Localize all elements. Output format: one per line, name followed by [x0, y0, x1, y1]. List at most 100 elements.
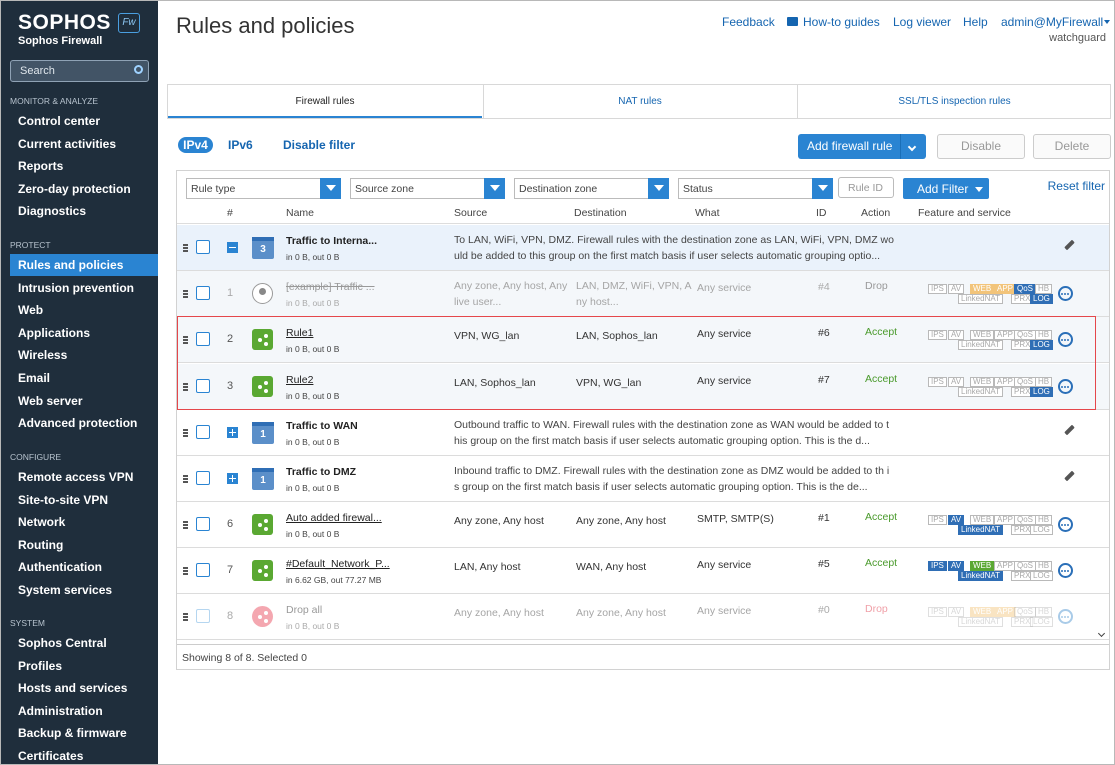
more-button[interactable]	[1058, 517, 1073, 532]
nav-item[interactable]: Web	[18, 303, 44, 318]
selection-highlight	[177, 316, 1096, 410]
row-checkbox[interactable]	[196, 286, 210, 300]
nav-item[interactable]: Certificates	[18, 749, 84, 763]
feature-badge: HB	[1035, 284, 1053, 294]
row-checkbox[interactable]	[196, 563, 210, 577]
rule-row[interactable]: 7 #Default_Network_P... in 6.62 GB, out 77…	[177, 548, 1109, 594]
header-rule	[177, 223, 1109, 224]
share-dot	[258, 523, 262, 527]
feature-badge: WEB	[970, 515, 995, 525]
row-checkbox[interactable]	[196, 609, 210, 623]
more-button[interactable]	[1058, 286, 1073, 301]
row-checkbox[interactable]	[196, 425, 210, 439]
filter-dropdown[interactable]: Status	[678, 178, 833, 199]
row-checkbox[interactable]	[196, 471, 210, 485]
group-toggle[interactable]	[227, 427, 238, 438]
nav-item[interactable]: Profiles	[18, 658, 63, 673]
disable-filter-link[interactable]: Disable filter	[283, 138, 356, 152]
more-button[interactable]	[1058, 609, 1073, 624]
row-checkbox[interactable]	[196, 517, 210, 531]
header-link[interactable]: admin@MyFirewall	[1001, 15, 1104, 29]
delete-button[interactable]: Delete	[1033, 134, 1111, 159]
nav-item[interactable]: Site-to-site VPN	[18, 492, 109, 507]
more-dot	[1067, 616, 1069, 618]
rule-group-row[interactable]: 1 Traffic to WAN in 0 B, out 0 B Outbound t…	[177, 410, 1109, 456]
nav-item[interactable]: Web server	[18, 393, 83, 408]
row-checkbox[interactable]	[196, 379, 210, 393]
nav-item[interactable]: System services	[18, 583, 113, 597]
rule-row[interactable]: 3 Rule2 in 0 B, out 0 B LAN, Sophos_lan VPN,…	[177, 364, 1109, 410]
rule-name[interactable]: #Default_Network_P...	[286, 558, 390, 570]
reset-filter-link[interactable]: Reset filter	[1047, 179, 1105, 193]
rule-row[interactable]: 6 Auto added firewal... in 0 B, out 0 B Any…	[177, 502, 1109, 548]
rule-name[interactable]: [example] Traffic ...	[286, 281, 375, 293]
nav-item[interactable]: Authentication	[18, 560, 102, 575]
ip-toggle[interactable]: IPv6	[228, 138, 253, 152]
nav-item[interactable]: Administration	[18, 703, 103, 718]
row-checkbox[interactable]	[196, 332, 210, 346]
rule-group-row[interactable]: 1 Traffic to DMZ in 0 B, out 0 B Inbound tr…	[177, 456, 1109, 502]
add-filter-button[interactable]: Add Filter	[903, 178, 989, 199]
search-box[interactable]: Search	[10, 60, 149, 82]
nav-item[interactable]: Applications	[18, 325, 91, 340]
edit-icon[interactable]	[1064, 424, 1075, 436]
column-header: Feature and service	[918, 207, 1011, 219]
nav-item[interactable]: Wireless	[18, 348, 68, 363]
group-toggle[interactable]	[227, 473, 238, 484]
edit-icon[interactable]	[1064, 239, 1075, 251]
more-button[interactable]	[1058, 563, 1073, 578]
header-link[interactable]: Feedback	[722, 15, 775, 29]
rule-name[interactable]: Auto added firewal...	[286, 512, 382, 524]
share-dot	[258, 615, 262, 619]
add-rule-button[interactable]: Add firewall rule	[798, 134, 926, 159]
rule-name[interactable]: Rule1	[286, 327, 314, 339]
nav-item[interactable]: Current activities	[18, 136, 117, 151]
nav-item[interactable]: Hosts and services	[18, 681, 128, 696]
rule-row[interactable]: 8 Drop all in 0 B, out 0 B Any zone, Any ho…	[177, 594, 1109, 640]
nav-item[interactable]: Rules and policies	[10, 254, 158, 276]
disable-button[interactable]: Disable	[937, 134, 1025, 159]
rule-what: Any service	[697, 605, 752, 617]
group-icon-top	[252, 468, 274, 472]
rule-name[interactable]: Drop all	[286, 604, 323, 616]
nav-item[interactable]: Intrusion prevention	[18, 280, 135, 295]
nav-item[interactable]: Diagnostics	[18, 204, 87, 219]
filter-dropdown[interactable]: Source zone	[350, 178, 505, 199]
tab[interactable]: NAT rules	[482, 85, 797, 118]
edit-icon[interactable]	[1064, 470, 1075, 482]
tab[interactable]: Firewall rules	[168, 85, 482, 118]
rule-destination: WAN, Any host	[576, 561, 647, 573]
rule-name[interactable]: Rule2	[286, 374, 314, 386]
tab[interactable]: SSL/TLS inspection rules	[797, 85, 1111, 118]
rule-row[interactable]: 2 Rule1 in 0 B, out 0 B VPN, WG_lan LAN, Sop…	[177, 317, 1109, 363]
footer-rule	[177, 644, 1109, 645]
group-toggle[interactable]	[227, 242, 238, 253]
ip-toggle[interactable]: IPv4	[178, 137, 213, 153]
filter-dropdown[interactable]: Destination zone	[514, 178, 669, 199]
header-link[interactable]: Log viewer	[893, 15, 952, 29]
filter-dropdown[interactable]: Rule type	[186, 178, 341, 199]
nav-item[interactable]: Control center	[18, 114, 101, 128]
more-button[interactable]	[1058, 332, 1073, 347]
nav-item[interactable]: Remote access VPN	[18, 470, 134, 484]
header-link[interactable]: How-to guides	[803, 15, 880, 29]
row-checkbox[interactable]	[196, 240, 210, 254]
rule-icon	[252, 560, 273, 581]
header-link[interactable]: Help	[963, 15, 988, 29]
rule-row[interactable]: 1 [example] Traffic ... in 0 B, out 0 B Any…	[177, 271, 1109, 317]
rule-group-row[interactable]: 3 Traffic to Interna... in 0 B, out 0 B To …	[177, 225, 1109, 271]
drag-handle	[183, 521, 188, 529]
nav-item[interactable]: Sophos Central	[18, 636, 107, 650]
nav-item[interactable]: Backup & firmware	[18, 726, 127, 741]
rule-id-input[interactable]: Rule ID	[838, 177, 894, 198]
more-dot	[1067, 293, 1069, 295]
nav-item[interactable]: Advanced protection	[18, 416, 138, 431]
nav-item[interactable]: Reports	[18, 159, 64, 174]
nav-item[interactable]: Email	[18, 371, 51, 385]
nav-item[interactable]: Routing	[18, 537, 64, 552]
nav-item[interactable]: Network	[18, 515, 66, 530]
feature-badge: WEB	[970, 377, 995, 387]
more-button[interactable]	[1058, 379, 1073, 394]
rule-action: Accept	[865, 373, 898, 385]
nav-item[interactable]: Zero-day protection	[18, 181, 131, 196]
